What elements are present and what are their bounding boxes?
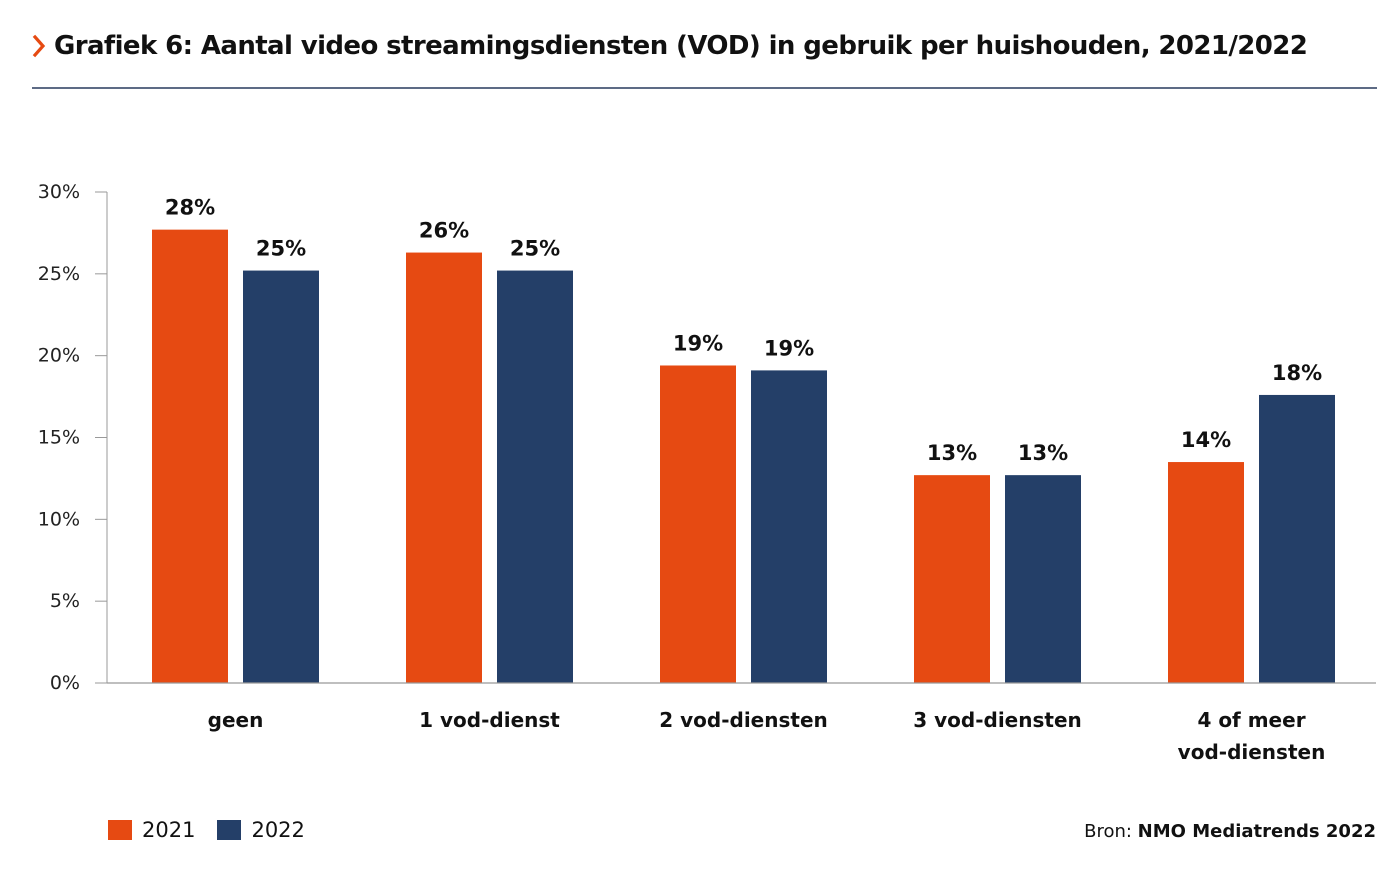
x-tick-label: geen (208, 708, 264, 732)
bar-2022-0 (243, 270, 319, 683)
y-tick-label: 15% (38, 427, 80, 449)
chevron-right-icon (32, 34, 46, 58)
source-prefix: Bron: (1084, 821, 1138, 842)
bar-chart: 0% 5% 10% 15% 20% 25% 30% 28% 26% 19% 13% 14% 25% 25%… (38, 181, 1376, 764)
data-label-2022-0: 25% (256, 237, 306, 261)
y-tick-label: 25% (38, 263, 80, 285)
bar-2021-4 (1168, 462, 1244, 683)
bar-2021-3 (914, 475, 990, 683)
bar-2021-2 (660, 365, 736, 683)
title-divider (32, 87, 1377, 89)
y-tick-label: 10% (38, 508, 80, 530)
y-tick-label: 5% (50, 590, 80, 612)
source-name: NMO Mediatrends 2022 (1137, 821, 1376, 842)
data-label-2021-1: 26% (419, 219, 469, 243)
y-tick-label: 0% (50, 672, 80, 694)
legend: 2021 2022 (108, 818, 327, 842)
data-label-2022-4: 18% (1272, 361, 1322, 385)
x-tick-label: vod-diensten (1178, 740, 1326, 764)
y-tick-label: 30% (38, 181, 80, 203)
data-label-2021-0: 28% (165, 196, 215, 220)
x-tick-label: 1 vod-dienst (419, 708, 560, 732)
legend-label-2022: 2022 (251, 818, 305, 842)
x-tick-label: 2 vod-diensten (659, 708, 828, 732)
x-tick-label: 3 vod-diensten (913, 708, 1082, 732)
bar-2021-1 (406, 252, 482, 683)
data-label-2021-2: 19% (673, 331, 723, 355)
data-label-2022-1: 25% (510, 237, 560, 261)
chart-title: Grafiek 6: Aantal video streamingsdienst… (54, 31, 1308, 61)
data-label-2022-3: 13% (1018, 441, 1068, 465)
data-label-2022-2: 19% (764, 336, 814, 360)
legend-label-2021: 2021 (142, 818, 196, 842)
data-label-2021-4: 14% (1181, 428, 1231, 452)
legend-item-2021: 2021 (108, 818, 195, 842)
chart-title-row: Grafiek 6: Aantal video streamingsdienst… (32, 26, 1377, 66)
legend-swatch-2022 (217, 820, 242, 840)
x-tick-label: 4 of meer (1197, 708, 1305, 732)
bar-2022-3 (1005, 475, 1081, 683)
y-tick-label: 20% (38, 345, 80, 367)
legend-item-2022: 2022 (217, 818, 305, 842)
legend-swatch-2021 (108, 820, 132, 840)
data-label-2021-3: 13% (927, 441, 977, 465)
bar-2022-1 (497, 270, 573, 683)
bar-2021-0 (152, 229, 228, 684)
bar-2022-2 (751, 370, 827, 683)
bar-2022-4 (1259, 394, 1335, 683)
source-note: Bron: NMO Mediatrends 2022 (1084, 821, 1376, 842)
